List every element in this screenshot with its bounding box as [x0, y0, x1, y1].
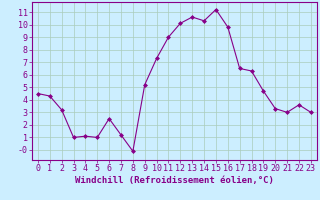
X-axis label: Windchill (Refroidissement éolien,°C): Windchill (Refroidissement éolien,°C) [75, 176, 274, 185]
